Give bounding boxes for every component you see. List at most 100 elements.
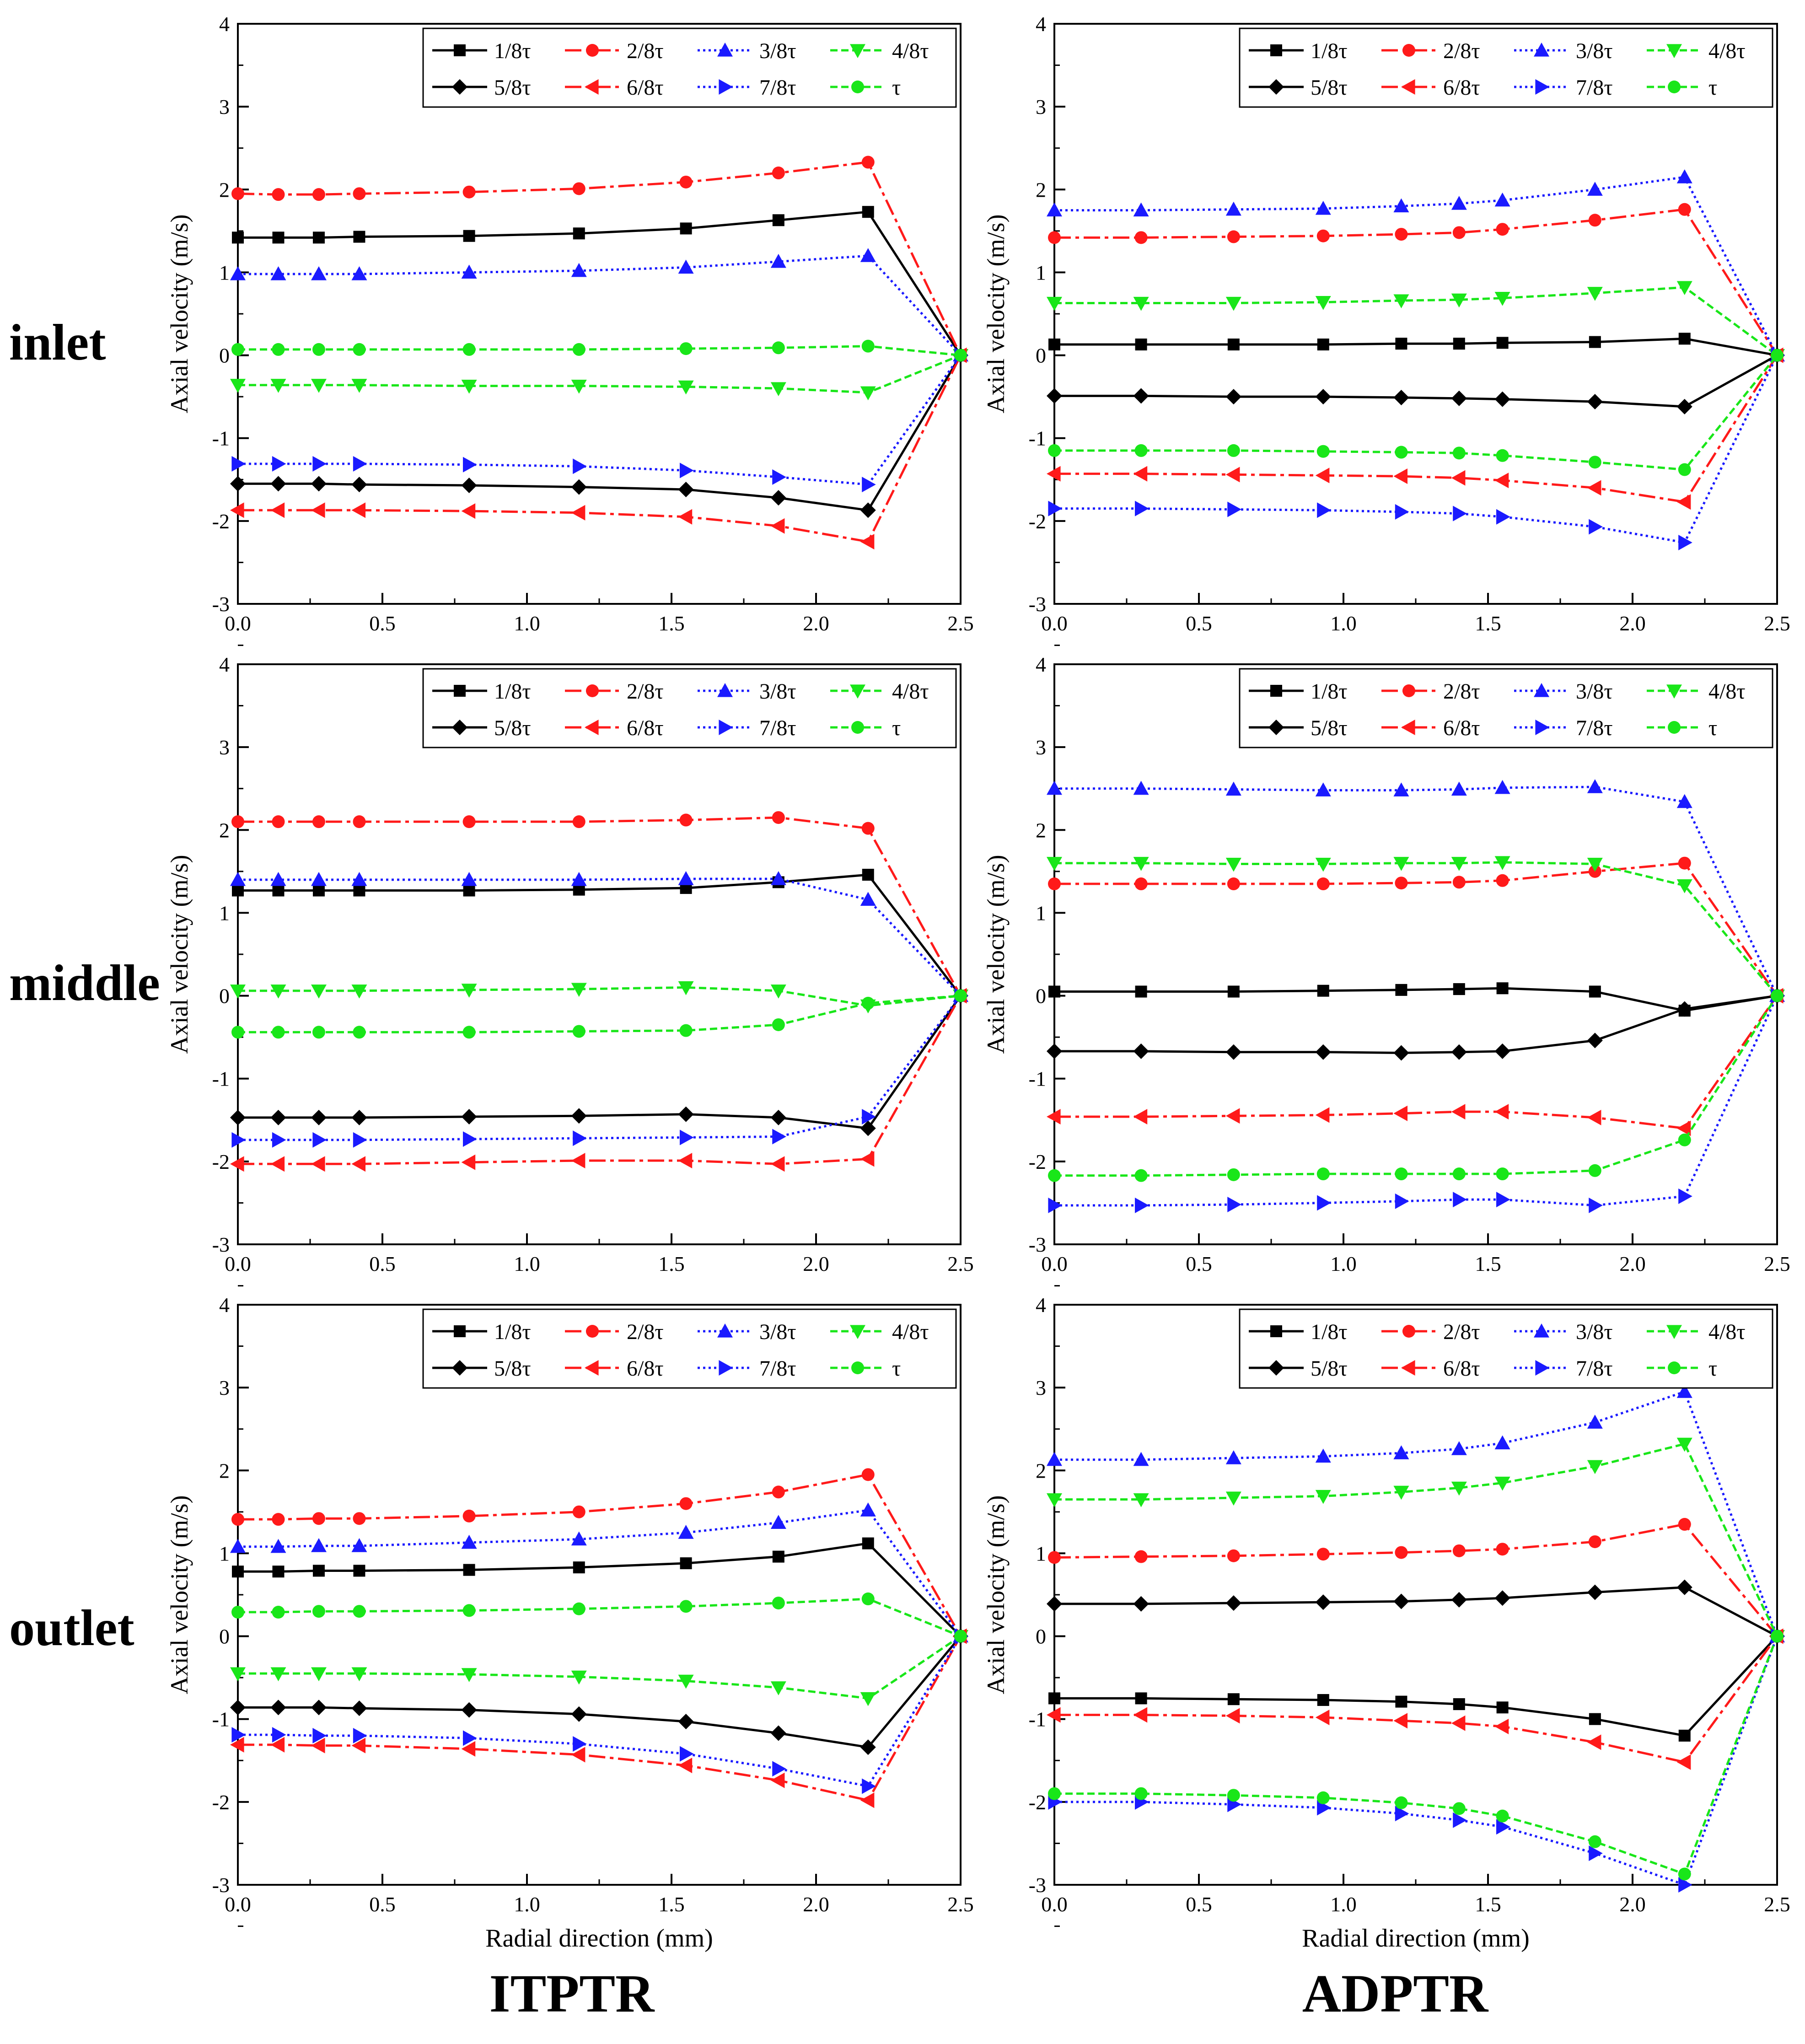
legend-marker bbox=[586, 44, 599, 57]
legend-marker bbox=[586, 1325, 599, 1338]
plot-frame bbox=[1053, 1304, 1778, 1886]
legend-marker bbox=[1668, 721, 1681, 734]
legend-marker bbox=[850, 684, 865, 699]
legend-label: 3/8τ bbox=[1576, 39, 1613, 63]
data-point bbox=[1494, 1043, 1510, 1059]
data-point bbox=[1452, 446, 1466, 460]
data-point bbox=[571, 479, 587, 495]
legend-marker bbox=[454, 1325, 466, 1337]
data-point bbox=[572, 1602, 586, 1615]
y-tick-label: 4 bbox=[1036, 1293, 1046, 1317]
data-point bbox=[1496, 1167, 1509, 1181]
data-point bbox=[1587, 394, 1603, 410]
data-point bbox=[678, 509, 693, 525]
data-point bbox=[311, 1667, 327, 1682]
y-tick-label: -3 bbox=[212, 1873, 230, 1897]
x-axis-label: Radial direction (mm) bbox=[485, 1924, 713, 1953]
legend-label: 4/8τ bbox=[892, 39, 929, 63]
x-tick-label: 0.5 bbox=[369, 1252, 396, 1275]
series-1 bbox=[1048, 982, 1783, 1017]
legend-label: 2/8τ bbox=[627, 1320, 664, 1344]
data-point bbox=[1587, 1033, 1603, 1049]
y-tick-label: 1 bbox=[219, 261, 230, 284]
data-point bbox=[1496, 1543, 1509, 1556]
legend-label: τ bbox=[1708, 75, 1717, 100]
x-tick-label: 2.5 bbox=[1764, 1252, 1790, 1275]
x-tick-label: 0.5 bbox=[1186, 612, 1212, 635]
data-point bbox=[270, 476, 286, 492]
data-point bbox=[1771, 989, 1784, 1002]
data-point bbox=[1587, 779, 1603, 793]
legend-box bbox=[422, 1308, 957, 1389]
data-point bbox=[1225, 857, 1241, 872]
data-point bbox=[351, 1667, 367, 1682]
y-tick-label: 0 bbox=[219, 1625, 230, 1648]
data-point bbox=[230, 1538, 246, 1553]
series-6 bbox=[1047, 988, 1784, 1136]
data-point bbox=[1133, 1043, 1149, 1059]
plot-frame bbox=[1053, 663, 1778, 1245]
data-point bbox=[312, 456, 327, 472]
data-point bbox=[1676, 1437, 1692, 1452]
data-point bbox=[270, 1737, 285, 1753]
series-line bbox=[1054, 337, 1778, 357]
data-point bbox=[353, 1026, 366, 1039]
data-point bbox=[678, 871, 694, 885]
series-line bbox=[1054, 861, 1778, 997]
data-point bbox=[678, 1714, 694, 1730]
data-point bbox=[1494, 192, 1510, 207]
chart-panel-adptr-inlet: -3 -2 -1 0 1 2 3 4 0.0 0.5 1.0 1.5 2.0 2.5 Axial veloc… bbox=[982, 12, 1790, 646]
data-point bbox=[1678, 1729, 1691, 1742]
series-line bbox=[1054, 1635, 1778, 1875]
legend-label: 2/8τ bbox=[627, 679, 664, 704]
series-4 bbox=[1047, 281, 1785, 363]
data-point bbox=[272, 188, 285, 201]
data-point bbox=[1451, 293, 1467, 308]
x-tick-label: 2.0 bbox=[1619, 612, 1646, 635]
data-point bbox=[770, 518, 785, 534]
data-point bbox=[679, 175, 693, 188]
legend-label: 6/8τ bbox=[627, 716, 664, 740]
legend: 1/8τ 2/8τ 3/8τ 4/8τ 5/8τ 6/8τ 7/8τ τ bbox=[422, 27, 957, 108]
data-point bbox=[679, 1024, 693, 1037]
data-point bbox=[1393, 1713, 1407, 1729]
data-point bbox=[1395, 1167, 1408, 1181]
data-point bbox=[1133, 1596, 1149, 1612]
series-5 bbox=[1047, 988, 1785, 1061]
legend-marker bbox=[586, 684, 599, 697]
y-tick-label: 3 bbox=[219, 736, 230, 759]
plot-frame bbox=[237, 663, 962, 1245]
series-2 bbox=[1048, 1518, 1784, 1643]
series-line bbox=[238, 354, 961, 394]
x-tick-label: 1.5 bbox=[658, 612, 685, 635]
data-point bbox=[1225, 1491, 1241, 1506]
data-point bbox=[230, 1700, 246, 1716]
data-point bbox=[1496, 337, 1509, 349]
data-point bbox=[351, 477, 367, 493]
data-point bbox=[270, 266, 286, 280]
x-tick-label: 0.0 bbox=[1041, 1252, 1068, 1275]
legend-marker bbox=[1666, 1325, 1682, 1339]
y-tick-label: 2 bbox=[1036, 818, 1046, 842]
data-point bbox=[1771, 349, 1784, 362]
data-point bbox=[770, 1109, 786, 1125]
data-point bbox=[770, 1681, 786, 1695]
y-axis-label: Axial velocity (m/s) bbox=[982, 855, 1010, 1054]
data-point bbox=[1316, 1791, 1330, 1804]
data-point bbox=[1134, 444, 1148, 457]
data-point bbox=[231, 456, 246, 472]
series-line bbox=[1054, 995, 1778, 1054]
data-point bbox=[572, 343, 586, 356]
series-line bbox=[1054, 995, 1778, 1207]
data-point bbox=[311, 1538, 327, 1552]
data-point bbox=[860, 1692, 876, 1706]
data-point bbox=[954, 989, 967, 1002]
data-point bbox=[270, 379, 286, 393]
legend-marker bbox=[1270, 44, 1282, 56]
y-axis-label: Axial velocity (m/s) bbox=[166, 215, 193, 414]
series-line bbox=[238, 1542, 962, 1637]
legend-label: τ bbox=[892, 716, 901, 740]
data-point bbox=[353, 231, 365, 243]
legend-label: 5/8τ bbox=[1311, 716, 1348, 740]
data-point bbox=[270, 871, 286, 886]
